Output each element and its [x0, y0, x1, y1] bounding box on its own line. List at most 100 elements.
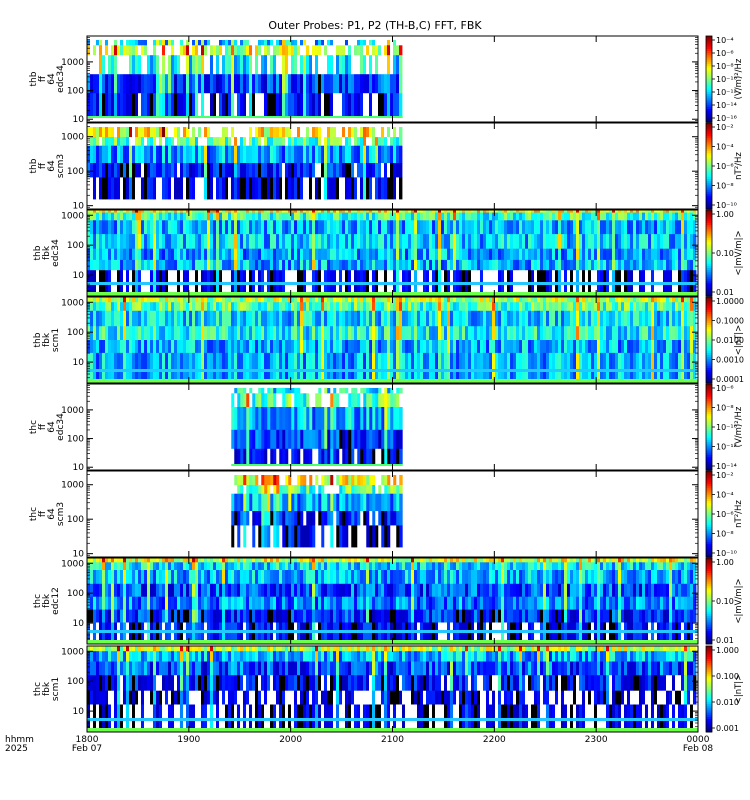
panel-8-cbar-tick-0: 1.000 — [716, 646, 739, 655]
panel-2-cbar-tick-3: 10⁻⁸ — [716, 182, 734, 191]
x-tick-0: 1800 — [76, 735, 99, 745]
panel-3-spectrogram — [87, 210, 698, 297]
panel-7-cbar-tick-0: 1.00 — [716, 558, 734, 567]
panel-3-cbar-tick-2: 0.01 — [716, 288, 734, 297]
panel-7-cbar-label: <|mV/m|> — [734, 578, 744, 623]
panel-3-ylabel: thbfbkedc34 — [33, 239, 61, 267]
panel-2: 10 100 1000 thbff64scm3 10⁻² 10⁻⁴ 10⁻⁶ 10⁻⁸ 10⁻¹… — [29, 122, 744, 212]
panel-4-cbar-tick-1: 0.1000 — [716, 317, 744, 326]
panel-5-cbar-tick-4: 10⁻¹⁴ — [716, 462, 737, 471]
x-tick-3: 2100 — [381, 735, 404, 745]
panel-7-ytick-1: 100 — [67, 589, 84, 599]
panel-2-colorbar: 10⁻² 10⁻⁴ 10⁻⁶ 10⁻⁸ 10⁻¹⁰ nT²/Hz — [705, 122, 744, 210]
panel-1-colorbar: 10⁻⁴ 10⁻⁶ 10⁻⁸ 10⁻¹⁰ 10⁻¹² 10⁻¹⁴ 10⁻¹⁶ (V/m)²/H… — [705, 35, 744, 123]
panel-5-ytick-1: 100 — [67, 435, 84, 445]
panel-2-cbar-tick-1: 10⁻⁴ — [716, 143, 734, 152]
panel-6-cbar-tick-3: 10⁻⁸ — [716, 530, 734, 539]
panel-5-spectrogram — [231, 388, 403, 466]
panel-8-cbar-tick-2: 0.010 — [716, 698, 739, 707]
panel-5-cbar-tick-3: 10⁻¹² — [716, 443, 737, 452]
panel-5-cbar-label: (V/m)²/Hz — [734, 406, 744, 447]
panel-3-ytick-0: 10 — [73, 271, 85, 281]
panel-7: 10 100 1000 thcfbkedc12 1.00 0.10 0.01 <|mV/m|> — [33, 557, 744, 645]
panel-6-cbar-tick-1: 10⁻⁴ — [716, 491, 734, 500]
panel-1-cbar-tick-5: 10⁻¹⁴ — [716, 101, 737, 110]
panel-1: 101001000thbff64edc3410⁻⁴10⁻⁶10⁻⁸10⁻¹⁰10… — [29, 35, 744, 125]
panel-5-cbar-tick-1: 10⁻⁸ — [716, 404, 734, 413]
panel-7-ytick-2: 1000 — [61, 559, 84, 569]
panel-7-cbar-tick-2: 0.01 — [716, 636, 734, 645]
panel-4-ylabel: thbfbkscm1 — [33, 328, 61, 352]
panel-4-cbar-label: <|nT|> — [734, 325, 744, 356]
panel-8-colorbar: 1.000 0.100 0.010 0.001 <|nT|> — [705, 645, 744, 733]
panel-3-cbar-label: <|mV/m|> — [734, 230, 744, 275]
panel-6-spectrogram — [231, 475, 403, 548]
x-row1-label: hhmm — [5, 735, 34, 745]
panel-8-ytick-2: 1000 — [61, 647, 84, 657]
panel-3-ytick-2: 1000 — [61, 211, 84, 221]
panel-5-ytick-0: 10 — [73, 463, 85, 473]
panel-1-cbar-tick-3: 10⁻¹⁰ — [716, 75, 737, 84]
panel-1-cbar-tick-0: 10⁻⁴ — [716, 36, 734, 45]
panel-2-cbar-tick-4: 10⁻¹⁰ — [716, 201, 737, 210]
panel-5-cbar-tick-0: 10⁻⁶ — [716, 384, 734, 393]
panel-1-cbar-label: (V/m)²/Hz — [734, 58, 744, 99]
panel-1-ytick-1: 100 — [67, 87, 84, 97]
panel-5-colorbar: 10⁻⁶ 10⁻⁸ 10⁻¹⁰ 10⁻¹² 10⁻¹⁴ (V/m)²/Hz — [705, 383, 744, 471]
x-date-left: Feb 07 — [72, 744, 102, 754]
panel-7-ytick-0: 10 — [73, 619, 85, 629]
x-tick-5: 2300 — [585, 735, 608, 745]
panel-7-colorbar: 1.00 0.10 0.01 <|mV/m|> — [705, 557, 744, 645]
panel-1-ytick-2: 1000 — [61, 58, 84, 68]
panel-2-ytick-0: 10 — [73, 202, 85, 212]
panel-6-ytick-1: 100 — [67, 515, 84, 525]
panel-8-cbar-label: <|nT|> — [734, 674, 744, 705]
panel-2-ytick-2: 1000 — [61, 133, 84, 143]
x-date-right: Feb 08 — [683, 744, 714, 754]
panel-8-cbar-tick-3: 0.001 — [716, 724, 739, 733]
panel-4-ytick-2: 1000 — [61, 298, 84, 308]
panel-1-cbar-tick-6: 10⁻¹⁶ — [716, 114, 737, 123]
panel-8-ytick-1: 100 — [67, 677, 84, 687]
panel-8-ytick-0: 10 — [73, 707, 85, 717]
panel-8-spectrogram — [87, 646, 698, 733]
panel-2-cbar-tick-2: 10⁻⁶ — [716, 162, 734, 171]
x-row2-label: 2025 — [5, 744, 28, 754]
panel-3-cbar-tick-1: 0.10 — [716, 249, 734, 258]
panel-2-ytick-1: 100 — [67, 167, 84, 177]
panel-1-cbar-tick-2: 10⁻⁸ — [716, 62, 734, 71]
panel-3-cbar-tick-0: 1.00 — [716, 210, 734, 219]
panel-5-ytick-2: 1000 — [61, 406, 84, 416]
panel-6: 10 100 1000 thcff64scm3 10⁻² 10⁻⁴ 10⁻⁶ 10⁻⁸ 10⁻¹… — [29, 470, 744, 560]
panel-2-cbar-tick-0: 10⁻² — [716, 123, 734, 132]
x-tick-4: 2200 — [483, 735, 506, 745]
panel-1-spectrogram — [87, 40, 403, 118]
panel-7-spectrogram — [87, 558, 698, 645]
panel-6-cbar-tick-4: 10⁻¹⁰ — [716, 549, 737, 558]
panel-4-ytick-1: 100 — [67, 328, 84, 338]
panel-8-ylabel: thcfbkscm1 — [33, 677, 61, 701]
x-tick-1: 1900 — [177, 735, 200, 745]
panel-2-cbar-label: nT²/Hz — [734, 152, 744, 180]
panel-4-colorbar: 1.0000 0.1000 0.0100 0.0010 0.0001 <|nT|> — [705, 296, 744, 384]
panel-1-ytick-0: 10 — [73, 115, 85, 125]
panel-1-cbar-tick-4: 10⁻¹² — [716, 88, 737, 97]
panel-6-colorbar: 10⁻² 10⁻⁴ 10⁻⁶ 10⁻⁸ 10⁻¹⁰ nT²/Hz — [705, 470, 744, 558]
panel-8-cbar-tick-1: 0.100 — [716, 672, 739, 681]
panel-7-ylabel: thcfbkedc12 — [33, 587, 61, 615]
panel-3-colorbar: 1.00 0.10 0.01 <|mV/m|> — [705, 209, 744, 297]
panel-4-ytick-0: 10 — [73, 358, 85, 368]
panel-4-cbar-tick-4: 0.0001 — [716, 375, 744, 384]
panel-1-ylabel: thbff64edc34 — [29, 65, 66, 93]
panel-3: 10 100 1000 thbfbkedc34 1.00 0.10 0.01 <|mV/m|> — [33, 209, 744, 297]
panel-2-ylabel: thbff64scm3 — [29, 154, 66, 178]
panel-8: 10 100 1000 thcfbkscm1 1.000 0.100 0.010 0.001 <… — [33, 645, 744, 733]
panel-6-ytick-0: 10 — [73, 550, 85, 560]
figure-title: Outer Probes: P1, P2 (TH-B,C) FFT, FBK — [268, 19, 482, 32]
panel-4-cbar-tick-0: 1.0000 — [716, 297, 744, 306]
panel-4: 10 100 1000 thbfbkscm1 1.0000 0.1000 0.0100 0.0… — [33, 296, 744, 384]
panel-6-ytick-2: 1000 — [61, 481, 84, 491]
